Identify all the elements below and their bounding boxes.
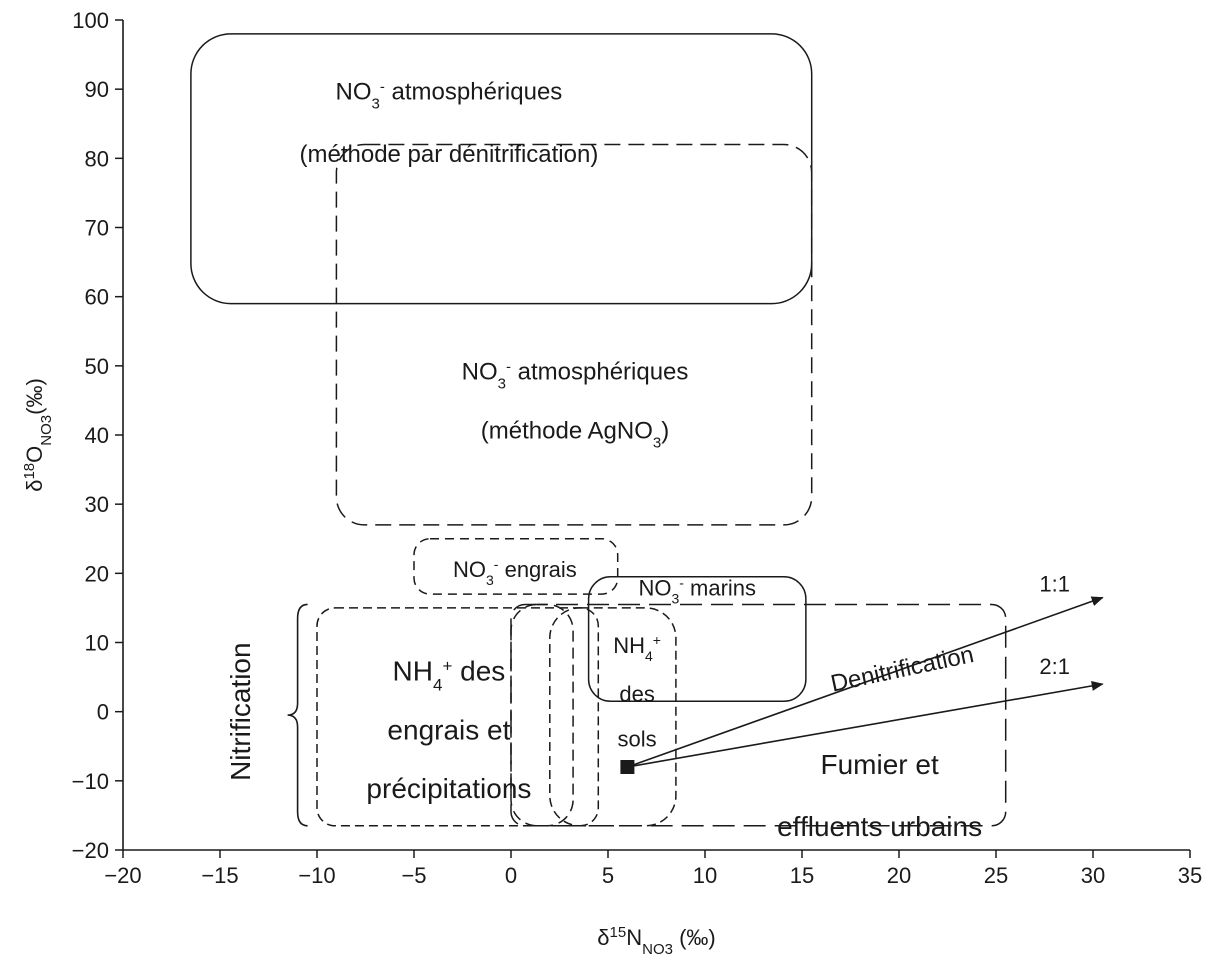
- x-tick-label: −5: [401, 863, 426, 888]
- region-label-nh4-sols-0: NH4+: [613, 632, 661, 664]
- y-tick-label: 40: [85, 423, 109, 448]
- x-tick-label: 10: [693, 863, 717, 888]
- region-label-atm-agno3-0: NO3- atmosphériques: [462, 358, 689, 392]
- denitrification-label: Denitrification: [828, 641, 976, 698]
- y-tick-label: 60: [85, 285, 109, 310]
- region-label-fumier-0: Fumier et: [820, 749, 938, 780]
- y-tick-label: 50: [85, 354, 109, 379]
- y-tick-label: 20: [85, 561, 109, 586]
- x-tick-label: 25: [984, 863, 1008, 888]
- region-label-nh4-engrais-1: engrais et: [387, 714, 510, 745]
- region-engrais: [413, 538, 619, 595]
- y-tick-label: 30: [85, 492, 109, 517]
- region-label-nh4-engrais-0: NH4+ des: [393, 656, 506, 695]
- region-nh4-engrais: [316, 607, 600, 827]
- region-label-engrais-0: NO3- engrais: [453, 556, 577, 588]
- process-annotations: Denitrification Nitrification: [225, 603, 976, 827]
- y-tick-label: −20: [72, 838, 109, 863]
- x-tick-label: −15: [201, 863, 238, 888]
- region-nh4-sols: [549, 607, 677, 827]
- tick-labels: −20 −15 −10 −5 0 5 10 15 20 25 30 35 −20 −10 0 10 20 30 40…: [72, 8, 1203, 888]
- axis-labels: δ15NNO3 (‰) δ18ONO3(‰): [21, 378, 716, 957]
- x-tick-label: 0: [505, 863, 517, 888]
- region-fumier: [510, 603, 1007, 827]
- region-nh4-left-outline: [510, 603, 574, 827]
- x-axis-label: δ15NNO3 (‰): [597, 924, 715, 957]
- arrow-2-1: [627, 680, 1104, 768]
- region-labels: NO3- atmosphériques (méthode par dénitrif…: [300, 78, 983, 842]
- y-tick-label: 70: [85, 216, 109, 241]
- region-label-atm-denit-1: (méthode par dénitrification): [300, 141, 599, 168]
- region-label-marins-0: NO3- marins: [638, 574, 756, 606]
- x-tick-label: 30: [1081, 863, 1105, 888]
- y-tick-label: 10: [85, 631, 109, 656]
- denitrification-arrows: 1:1 2:1: [620, 572, 1104, 774]
- region-label-atm-denit-0: NO3- atmosphériques: [336, 78, 563, 112]
- region-atm-agno3: [335, 143, 813, 526]
- y-tick-label: 90: [85, 77, 109, 102]
- nitrification-brace: [287, 603, 308, 827]
- arrow-label-2-1: 2:1: [1039, 654, 1070, 679]
- y-tick-label: 80: [85, 146, 109, 171]
- origin-point: [620, 760, 635, 774]
- source-regions: [190, 33, 1007, 827]
- x-tick-label: −10: [298, 863, 335, 888]
- nitrification-label: Nitrification: [225, 642, 256, 780]
- arrow-1-1: [627, 596, 1104, 768]
- region-label-nh4-sols-2: sols: [618, 726, 657, 751]
- region-label-fumier-1: effluents urbains: [777, 811, 982, 842]
- y-tick-label: 100: [72, 8, 109, 33]
- region-atm-denit: [190, 33, 813, 305]
- y-axis-label: δ18ONO3(‰): [21, 378, 55, 492]
- x-tick-label: −20: [104, 863, 141, 888]
- x-tick-label: 15: [790, 863, 814, 888]
- region-label-nh4-sols-1: des: [619, 681, 654, 706]
- x-tick-label: 35: [1178, 863, 1202, 888]
- axes: [115, 19, 1191, 858]
- y-tick-label: 0: [97, 700, 109, 725]
- y-tick-label: −10: [72, 769, 109, 794]
- region-marins: [587, 576, 807, 703]
- region-label-nh4-engrais-2: précipitations: [366, 773, 531, 804]
- x-tick-label: 5: [602, 863, 614, 888]
- arrow-label-1-1: 1:1: [1039, 572, 1070, 597]
- region-label-atm-agno3-1: (méthode AgNO3): [481, 417, 669, 451]
- x-tick-label: 20: [887, 863, 911, 888]
